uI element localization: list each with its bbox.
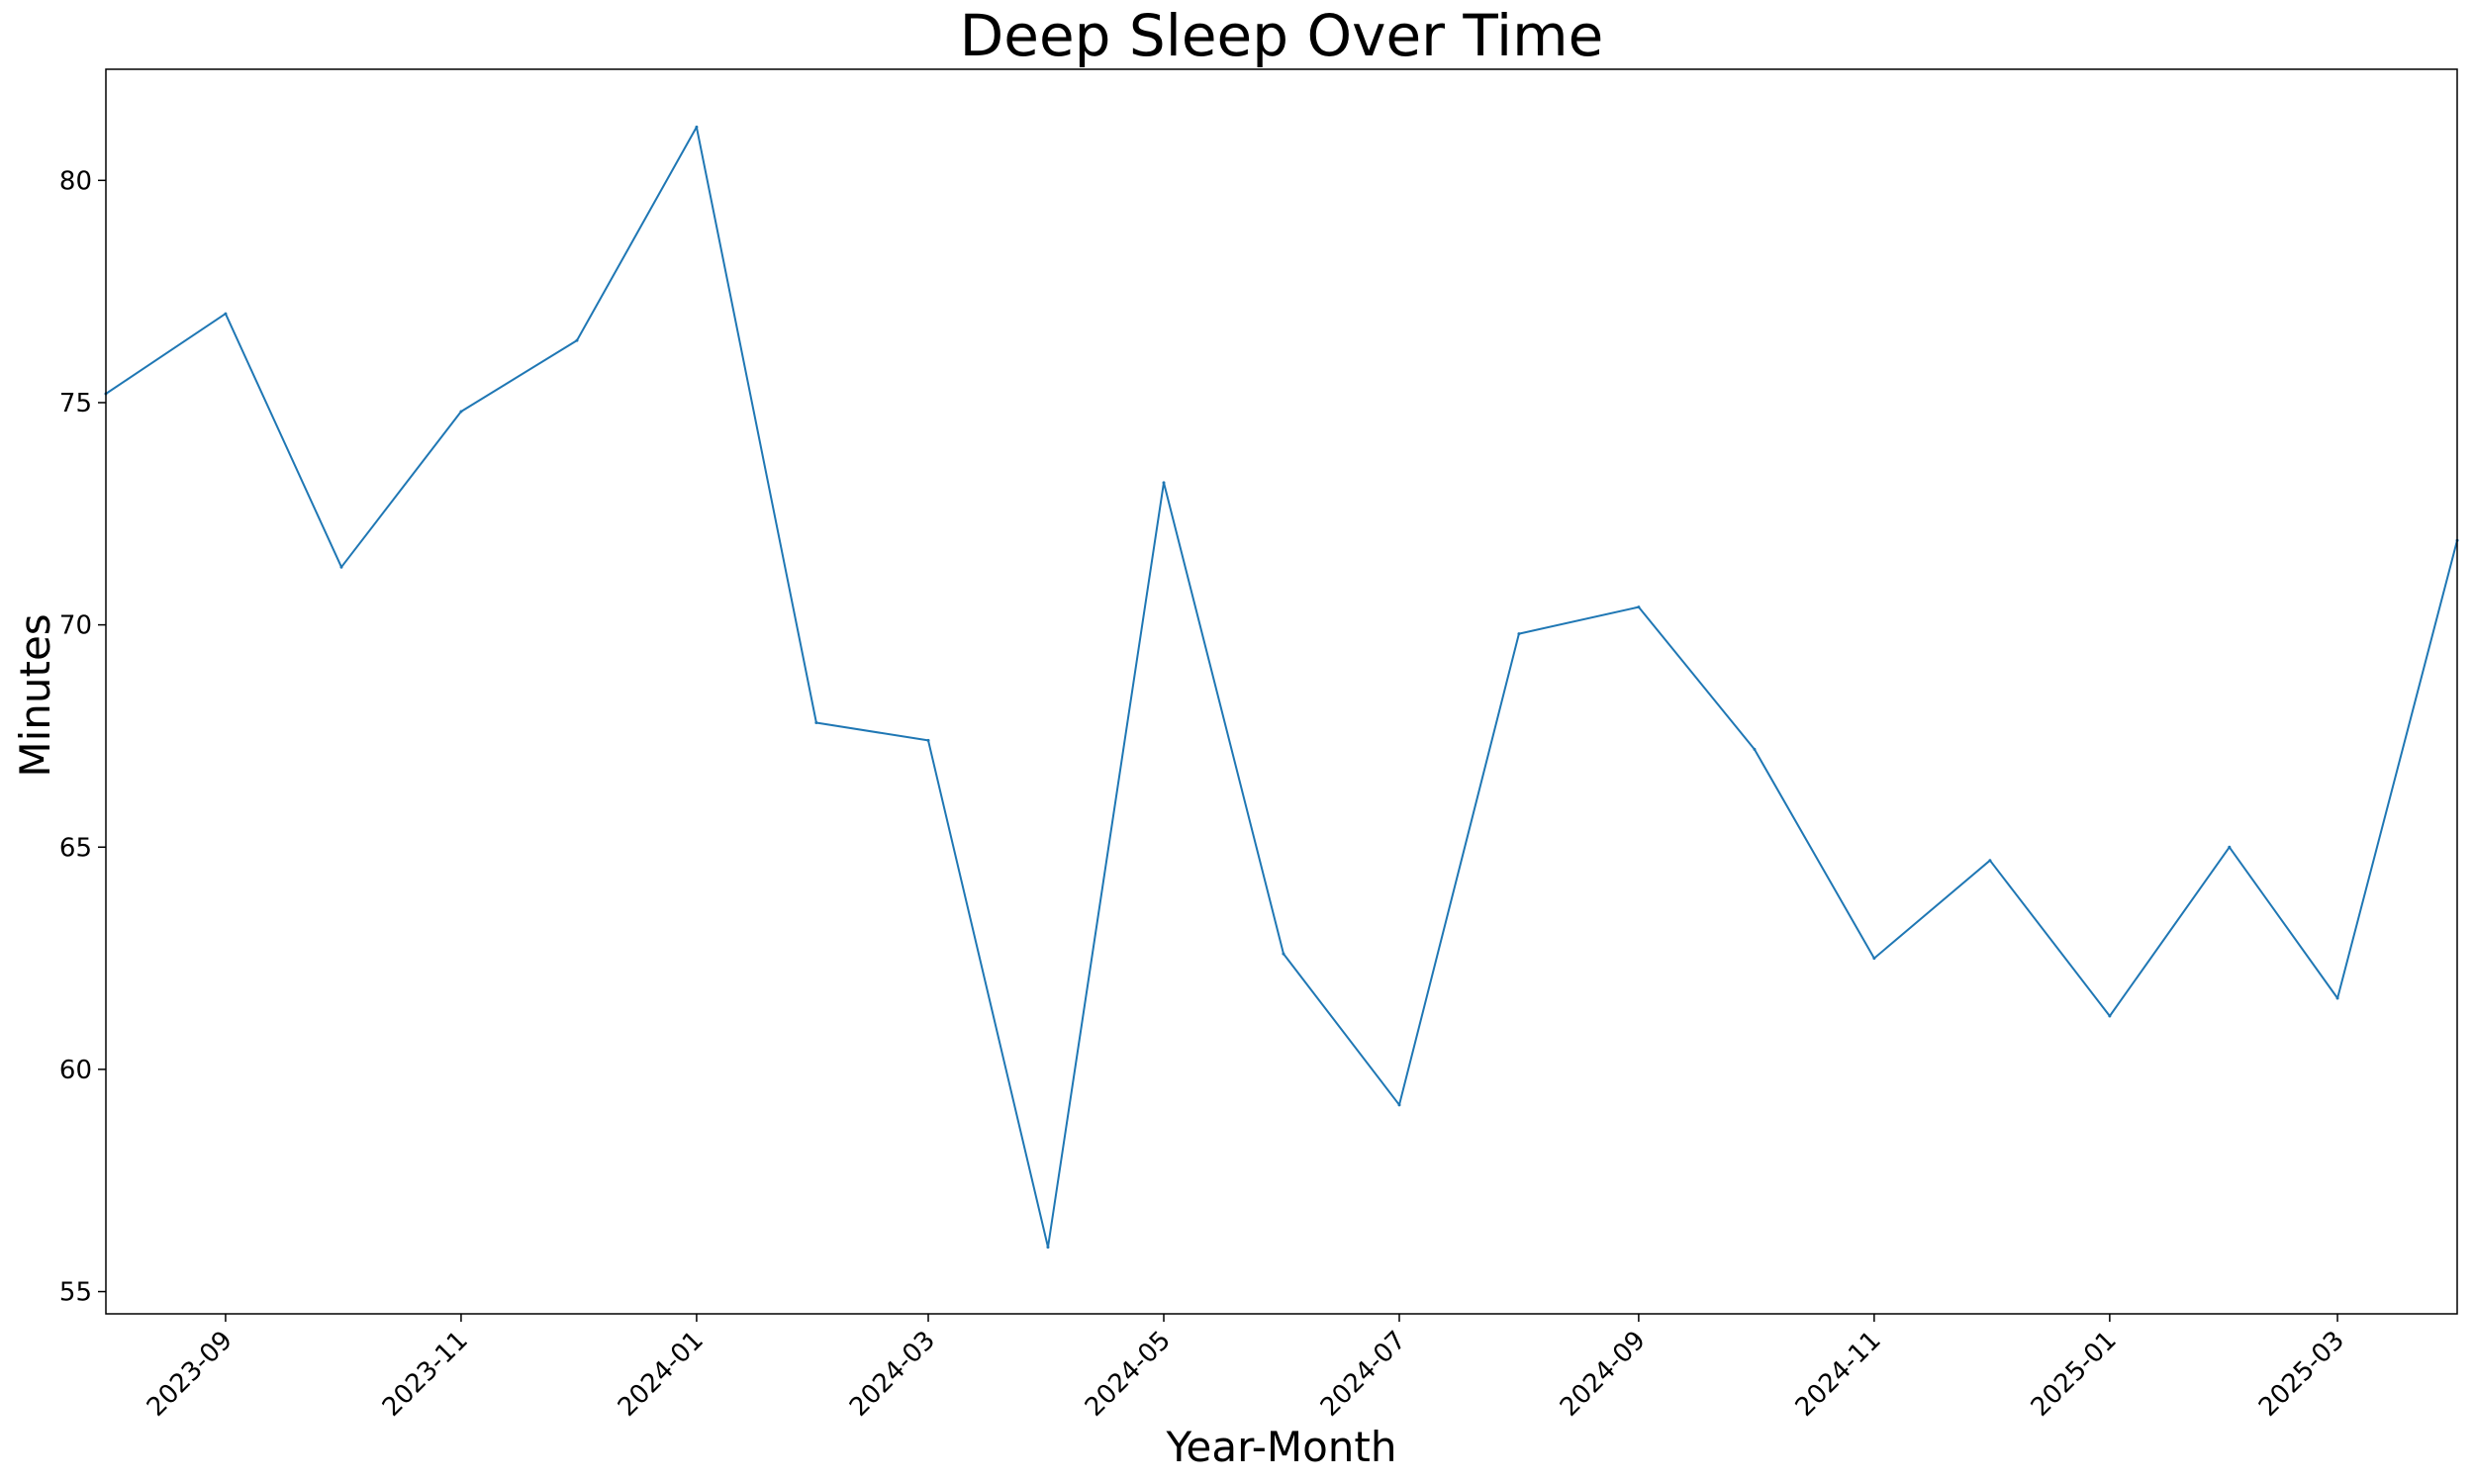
data-point [1046,1246,1050,1250]
x-tick-label: 2023-09 [142,1326,238,1423]
x-tick-label: 2024-01 [613,1326,710,1423]
x-tick-label: 2024-03 [844,1326,941,1423]
data-point [2108,1014,2112,1018]
y-tick-label: 55 [59,1278,92,1308]
x-tick-label: 2024-09 [1555,1326,1652,1423]
data-point [1753,747,1757,751]
y-tick-label: 60 [59,1056,92,1085]
y-tick-label: 75 [59,389,92,418]
data-point [926,738,930,742]
chart-title: Deep Sleep Over Time [960,2,1604,69]
data-point [1397,1103,1401,1107]
x-tick-label: 2025-01 [2026,1326,2123,1423]
data-point [1517,632,1521,636]
y-tick-label: 80 [59,166,92,196]
x-axis: 2023-09 2023-11 2024-01 2024-03 2024-05 2024-… [142,1314,2350,1423]
data-point [224,312,228,316]
data-point [2228,845,2232,849]
x-axis-title: Year-Month [1165,1423,1396,1471]
data-point [1872,957,1876,961]
data-point [459,410,463,414]
y-axis: 55 60 65 70 75 80 [59,166,106,1308]
series-layer [104,125,2459,1250]
data-point [575,338,579,342]
data-point [2335,996,2339,1000]
data-point [1282,952,1285,956]
x-tick-label: 2025-03 [2253,1326,2350,1423]
x-tick-label: 2024-11 [1790,1326,1887,1423]
data-point [1162,481,1166,485]
data-point [814,720,818,724]
data-point [339,565,343,569]
y-axis-title: Minutes [11,613,59,777]
x-tick-label: 2024-05 [1080,1326,1177,1423]
x-tick-label: 2024-07 [1315,1326,1412,1423]
data-point [1637,605,1641,609]
series-line-0 [105,126,2458,1249]
x-tick-label: 2023-11 [377,1326,474,1423]
y-tick-label: 65 [59,833,92,863]
data-point [1988,859,1992,863]
y-tick-label: 70 [59,611,92,641]
plot-frame [105,68,2458,1315]
data-point [695,125,699,129]
